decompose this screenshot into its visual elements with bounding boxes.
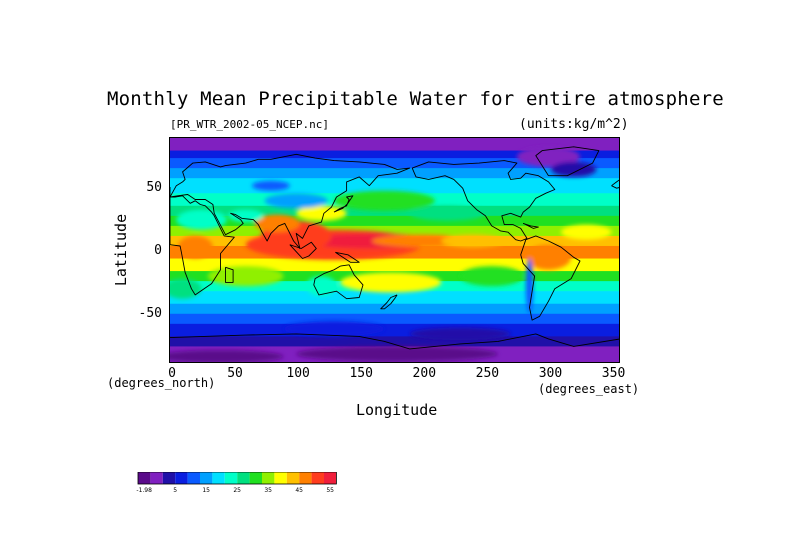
colorbar-tick-label: -1.98 [136, 487, 152, 494]
moisture-region [306, 276, 337, 297]
coastline [225, 266, 234, 283]
colorbar-cell [224, 472, 238, 484]
x-tick-label: 50 [227, 366, 243, 381]
chart-title: Monthly Mean Precipitable Water for enti… [107, 88, 724, 110]
x-tick-label: 300 [538, 366, 563, 381]
moisture-region [228, 209, 264, 223]
colorbar-cell [249, 472, 262, 484]
moisture-region [170, 278, 202, 299]
moisture-region [441, 234, 505, 248]
colorbar-cell [212, 472, 225, 484]
colorbar-tick-label: 55 [326, 487, 335, 494]
latitude-band [170, 303, 619, 315]
heatmap-plot [170, 138, 619, 362]
x-tick-label: 100 [286, 366, 310, 381]
moisture-region [460, 266, 524, 287]
moisture-region [176, 209, 227, 230]
colorbar-cell [286, 472, 300, 484]
moisture-region [561, 224, 612, 240]
coastline [523, 222, 539, 229]
latitude-band [170, 313, 619, 325]
coastline [535, 146, 600, 177]
colorbar-tick-label: 25 [233, 487, 242, 494]
latitude-band [170, 323, 619, 337]
latitude-band [170, 138, 619, 152]
colorbar-cell [311, 472, 324, 484]
moisture-region [409, 327, 511, 341]
colorbar-cell [200, 472, 213, 484]
coastline [170, 195, 235, 296]
moisture-region [207, 266, 284, 287]
moisture-region [340, 272, 442, 293]
colorbar-cell [162, 472, 176, 484]
moisture-region [334, 190, 435, 211]
x-axis-unit: (degrees_east) [538, 382, 640, 396]
x-tick-label: 0 [168, 366, 176, 381]
moisture-region [177, 235, 213, 259]
colorbar-cell [138, 472, 151, 484]
coastline [313, 264, 364, 300]
coastline [611, 179, 619, 189]
colorbar-tick-label: 5 [173, 487, 178, 494]
dataset-filename: [PR_WTR_2002-05_NCEP.nc] [170, 118, 329, 131]
latitude-band [170, 336, 619, 347]
moisture-region [170, 350, 284, 362]
moisture-region [516, 146, 580, 167]
colorbar-cells [137, 472, 337, 485]
coastline [170, 153, 411, 249]
colorbar-border [137, 472, 337, 485]
coastline [411, 160, 556, 242]
y-tick-label: -50 [138, 306, 162, 321]
latitude-band [170, 158, 619, 169]
colorbar-cell [299, 472, 312, 484]
y-tick-label: 0 [154, 243, 162, 258]
colorbar-cell [324, 472, 337, 484]
moisture-region [409, 205, 486, 221]
moisture-region [252, 180, 290, 191]
coastlines [170, 146, 619, 350]
coastline [520, 235, 581, 321]
coastline [380, 294, 398, 310]
x-tick-label: 350 [601, 366, 626, 381]
units-label: (units:kg/m^2) [519, 117, 629, 132]
latitude-band [170, 225, 619, 237]
coastline [335, 251, 360, 263]
colorbar-cell [150, 472, 163, 484]
moisture-region [254, 214, 300, 233]
moisture-region [525, 244, 572, 270]
moisture-regions [170, 146, 612, 362]
colorbar-tick-label: 45 [295, 487, 304, 494]
moisture-region [296, 346, 498, 362]
moisture-region [550, 161, 597, 177]
colorbar-tick-label: 35 [264, 487, 273, 494]
moisture-region [296, 205, 347, 221]
latitude-band [170, 215, 619, 227]
colorbar-cell [237, 472, 250, 484]
colorbar-cell [187, 472, 200, 484]
coastline [170, 333, 619, 350]
colorbar-tick-label: 15 [202, 487, 211, 494]
colorbar [137, 472, 337, 485]
x-tick-label: 200 [412, 366, 437, 381]
y-tick-label: 50 [146, 180, 162, 195]
x-axis-label: Longitude [356, 401, 438, 419]
colorbar-cell [175, 472, 188, 484]
y-axis-unit: (degrees_north) [107, 376, 216, 390]
x-tick-label: 150 [349, 366, 373, 381]
x-tick-label: 250 [475, 366, 500, 381]
latitude-band [170, 150, 619, 159]
coastline [289, 241, 317, 259]
colorbar-cell [262, 472, 275, 484]
coastline [333, 195, 354, 213]
latitude-band [170, 205, 619, 217]
latitude-band [170, 291, 619, 305]
moisture-region [264, 193, 328, 209]
precipitable-water-map [169, 137, 620, 363]
moisture-region [283, 321, 385, 337]
colorbar-cell [274, 472, 287, 484]
